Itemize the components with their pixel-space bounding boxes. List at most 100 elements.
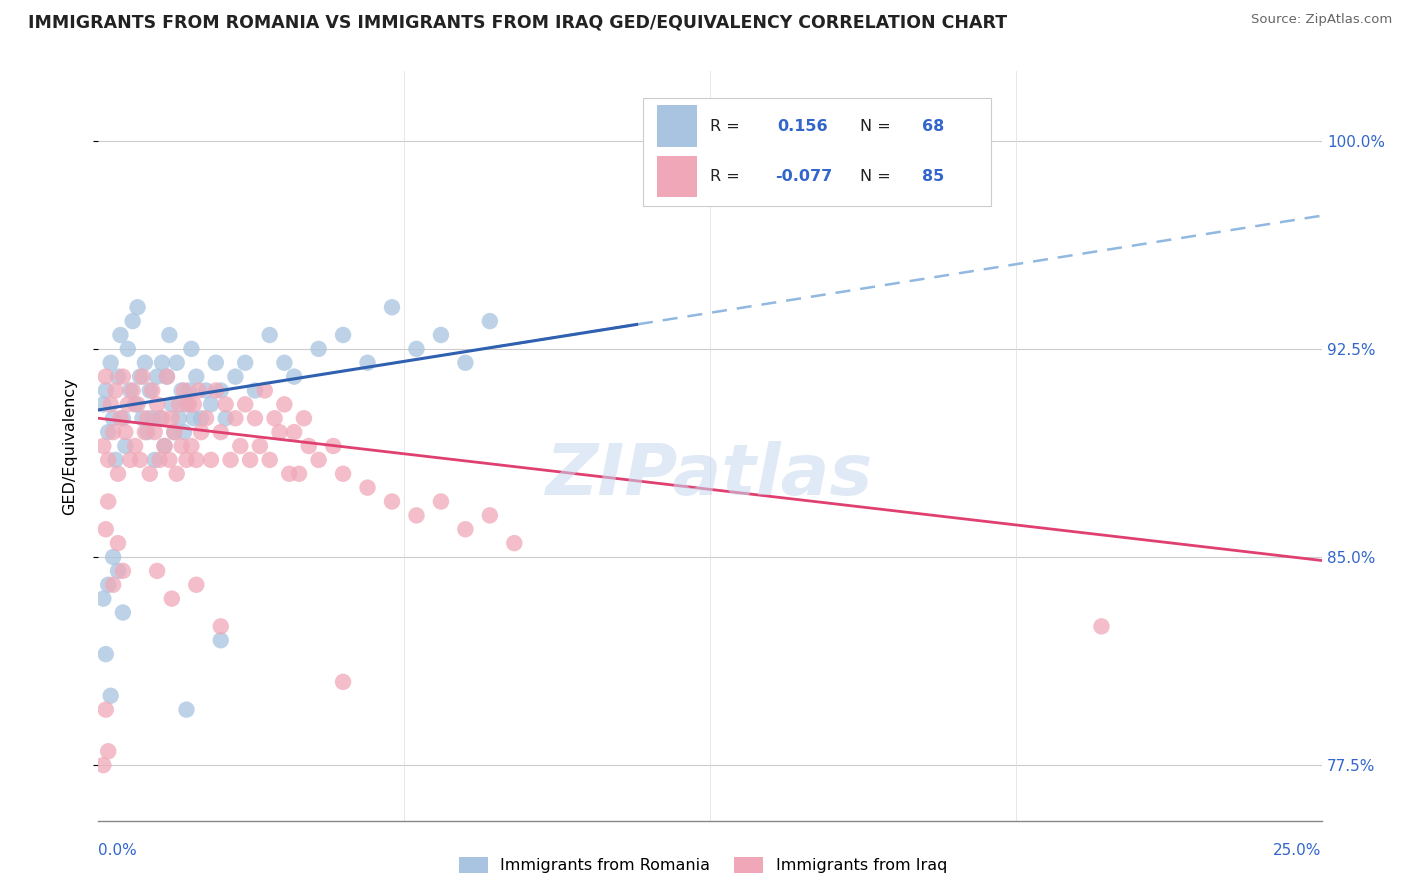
Point (120, 453, 142, 467)
Point (131, 411, 153, 425)
Point (233, 356, 256, 370)
Point (243, 411, 266, 425)
Point (100, 397, 122, 411)
Point (121, 314, 143, 328)
Point (283, 425, 305, 439)
Point (430, 328, 453, 343)
Point (273, 356, 295, 370)
Point (209, 633, 232, 648)
Point (153, 439, 176, 453)
Point (190, 411, 212, 425)
Point (283, 369, 305, 384)
Point (503, 536, 526, 550)
Point (150, 356, 173, 370)
Point (219, 453, 242, 467)
Point (356, 481, 378, 495)
Point (101, 411, 124, 425)
Point (97, 425, 120, 439)
Point (136, 425, 159, 439)
Point (209, 384, 232, 398)
Point (100, 356, 122, 370)
Point (94, 703, 117, 717)
Point (136, 411, 159, 425)
Point (124, 439, 146, 453)
Point (129, 453, 152, 467)
Point (478, 508, 501, 523)
Point (183, 397, 205, 411)
Point (94, 522, 117, 536)
Point (454, 356, 477, 370)
Point (149, 453, 172, 467)
Point (332, 467, 354, 481)
Point (405, 508, 427, 523)
Point (195, 411, 218, 425)
Text: IMMIGRANTS FROM ROMANIA VS IMMIGRANTS FROM IRAQ GED/EQUIVALENCY CORRELATION CHAR: IMMIGRANTS FROM ROMANIA VS IMMIGRANTS FR… (28, 13, 1007, 31)
Point (100, 689, 122, 703)
Point (200, 453, 222, 467)
Point (131, 369, 153, 384)
Point (170, 384, 193, 398)
Point (298, 439, 321, 453)
Text: N =: N = (860, 169, 891, 184)
Point (405, 342, 427, 356)
Point (205, 384, 228, 398)
Point (110, 411, 132, 425)
Point (273, 397, 295, 411)
Point (292, 411, 315, 425)
Point (129, 369, 152, 384)
Point (104, 384, 127, 398)
Point (156, 369, 179, 384)
Point (160, 411, 183, 425)
Point (139, 384, 162, 398)
Text: 0.0%: 0.0% (98, 843, 138, 858)
Point (94, 369, 117, 384)
Point (160, 591, 183, 606)
Text: R =: R = (710, 119, 740, 134)
Point (430, 494, 453, 508)
Point (167, 397, 190, 411)
Text: N =: N = (860, 119, 891, 134)
Text: -0.077: -0.077 (775, 169, 832, 184)
Point (176, 397, 198, 411)
Text: ZIPatlas: ZIPatlas (547, 442, 873, 510)
Point (478, 314, 501, 328)
Point (190, 425, 212, 439)
Point (114, 425, 136, 439)
Y-axis label: GED/Equivalency: GED/Equivalency (63, 377, 77, 515)
Legend: Immigrants from Romania, Immigrants from Iraq: Immigrants from Romania, Immigrants from… (453, 850, 953, 880)
Point (454, 522, 477, 536)
Point (214, 397, 236, 411)
Point (111, 369, 134, 384)
Point (288, 467, 311, 481)
Point (91, 591, 114, 606)
Point (146, 564, 169, 578)
Point (163, 425, 186, 439)
Point (111, 606, 134, 620)
Point (177, 384, 200, 398)
Point (141, 411, 163, 425)
Point (139, 467, 162, 481)
Point (205, 356, 228, 370)
Point (117, 342, 139, 356)
Point (141, 384, 163, 398)
Point (308, 453, 330, 467)
Point (166, 467, 188, 481)
Point (1090, 619, 1112, 633)
Point (153, 439, 176, 453)
Point (97, 744, 120, 758)
Point (278, 467, 301, 481)
Point (127, 397, 149, 411)
Point (259, 328, 281, 343)
Point (101, 425, 124, 439)
Point (97, 578, 120, 592)
Point (146, 397, 169, 411)
Point (186, 578, 208, 592)
Point (101, 578, 124, 592)
Point (120, 384, 142, 398)
Point (381, 300, 404, 314)
Point (157, 328, 180, 343)
Point (143, 453, 166, 467)
Point (121, 384, 143, 398)
Point (195, 384, 218, 398)
Text: 0.156: 0.156 (778, 119, 828, 134)
